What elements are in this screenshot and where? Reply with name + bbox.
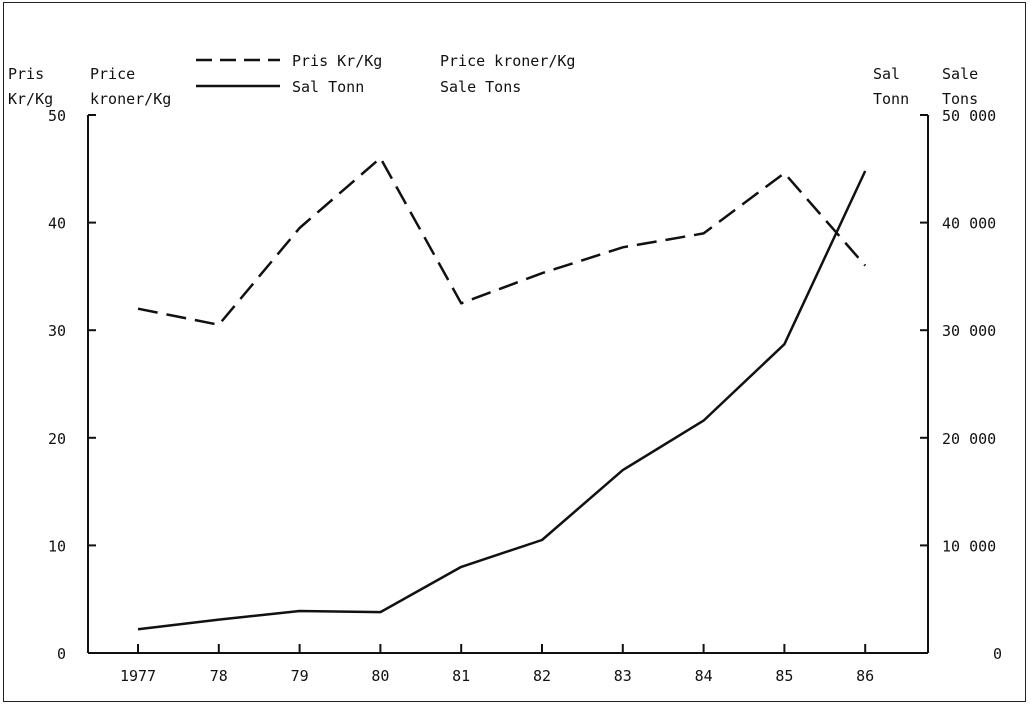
right-axis-label-en-line1: Sale bbox=[942, 65, 978, 83]
right-tick-label: 0 bbox=[993, 645, 1002, 663]
right-tick-label: 30 000 bbox=[942, 322, 996, 340]
left-axis-label-en-line2: kroner/Kg bbox=[90, 90, 171, 108]
series-group bbox=[137, 156, 867, 631]
left-tick-label: 0 bbox=[57, 645, 66, 663]
x-tick-label: 81 bbox=[452, 667, 470, 685]
ticks-group: 0 10 20 30 40 50 0 10 000 20 000 30 000 40 000 50 0… bbox=[48, 107, 1002, 685]
right-tick-label: 40 000 bbox=[942, 215, 996, 233]
x-tick-label: 79 bbox=[291, 667, 309, 685]
x-tick-label: 83 bbox=[614, 667, 632, 685]
right-tick-label: 10 000 bbox=[942, 537, 996, 555]
x-tick-label: 78 bbox=[210, 667, 228, 685]
series-1-line bbox=[137, 156, 867, 327]
left-tick-label: 10 bbox=[48, 537, 66, 555]
x-tick-label: 86 bbox=[856, 667, 874, 685]
left-tick-label: 40 bbox=[48, 215, 66, 233]
left-tick-label: 20 bbox=[48, 430, 66, 448]
right-axis-label-no-line1: Sal bbox=[873, 65, 900, 83]
legend-series-1-label-en: Price kroner/Kg bbox=[440, 52, 575, 70]
legend-series-1-label-no: Pris Kr/Kg bbox=[292, 52, 382, 70]
legend-series-2-label-no: Sal Tonn bbox=[292, 78, 364, 96]
right-tick-label: 50 000 bbox=[942, 107, 996, 125]
series-2-line bbox=[137, 170, 867, 631]
right-axis-label-en-line2: Tons bbox=[942, 90, 978, 108]
x-tick-label: 84 bbox=[695, 667, 713, 685]
x-tick-label: 1977 bbox=[120, 667, 156, 685]
left-axis-label-no-line2: Kr/Kg bbox=[8, 90, 53, 108]
x-tick-label: 80 bbox=[371, 667, 389, 685]
right-axis-label-no-line2: Tonn bbox=[873, 90, 909, 108]
left-axis-label-en-line1: Price bbox=[90, 65, 135, 83]
chart-frame bbox=[3, 2, 1026, 702]
left-axis-label-no-line1: Pris bbox=[8, 65, 44, 83]
x-tick-label: 85 bbox=[775, 667, 793, 685]
right-tick-label: 20 000 bbox=[942, 430, 996, 448]
x-tick-label: 82 bbox=[533, 667, 551, 685]
axes-group bbox=[87, 115, 929, 654]
legend-series-2-label-en: Sale Tons bbox=[440, 78, 521, 96]
left-tick-label: 50 bbox=[48, 107, 66, 125]
left-tick-label: 30 bbox=[48, 322, 66, 340]
